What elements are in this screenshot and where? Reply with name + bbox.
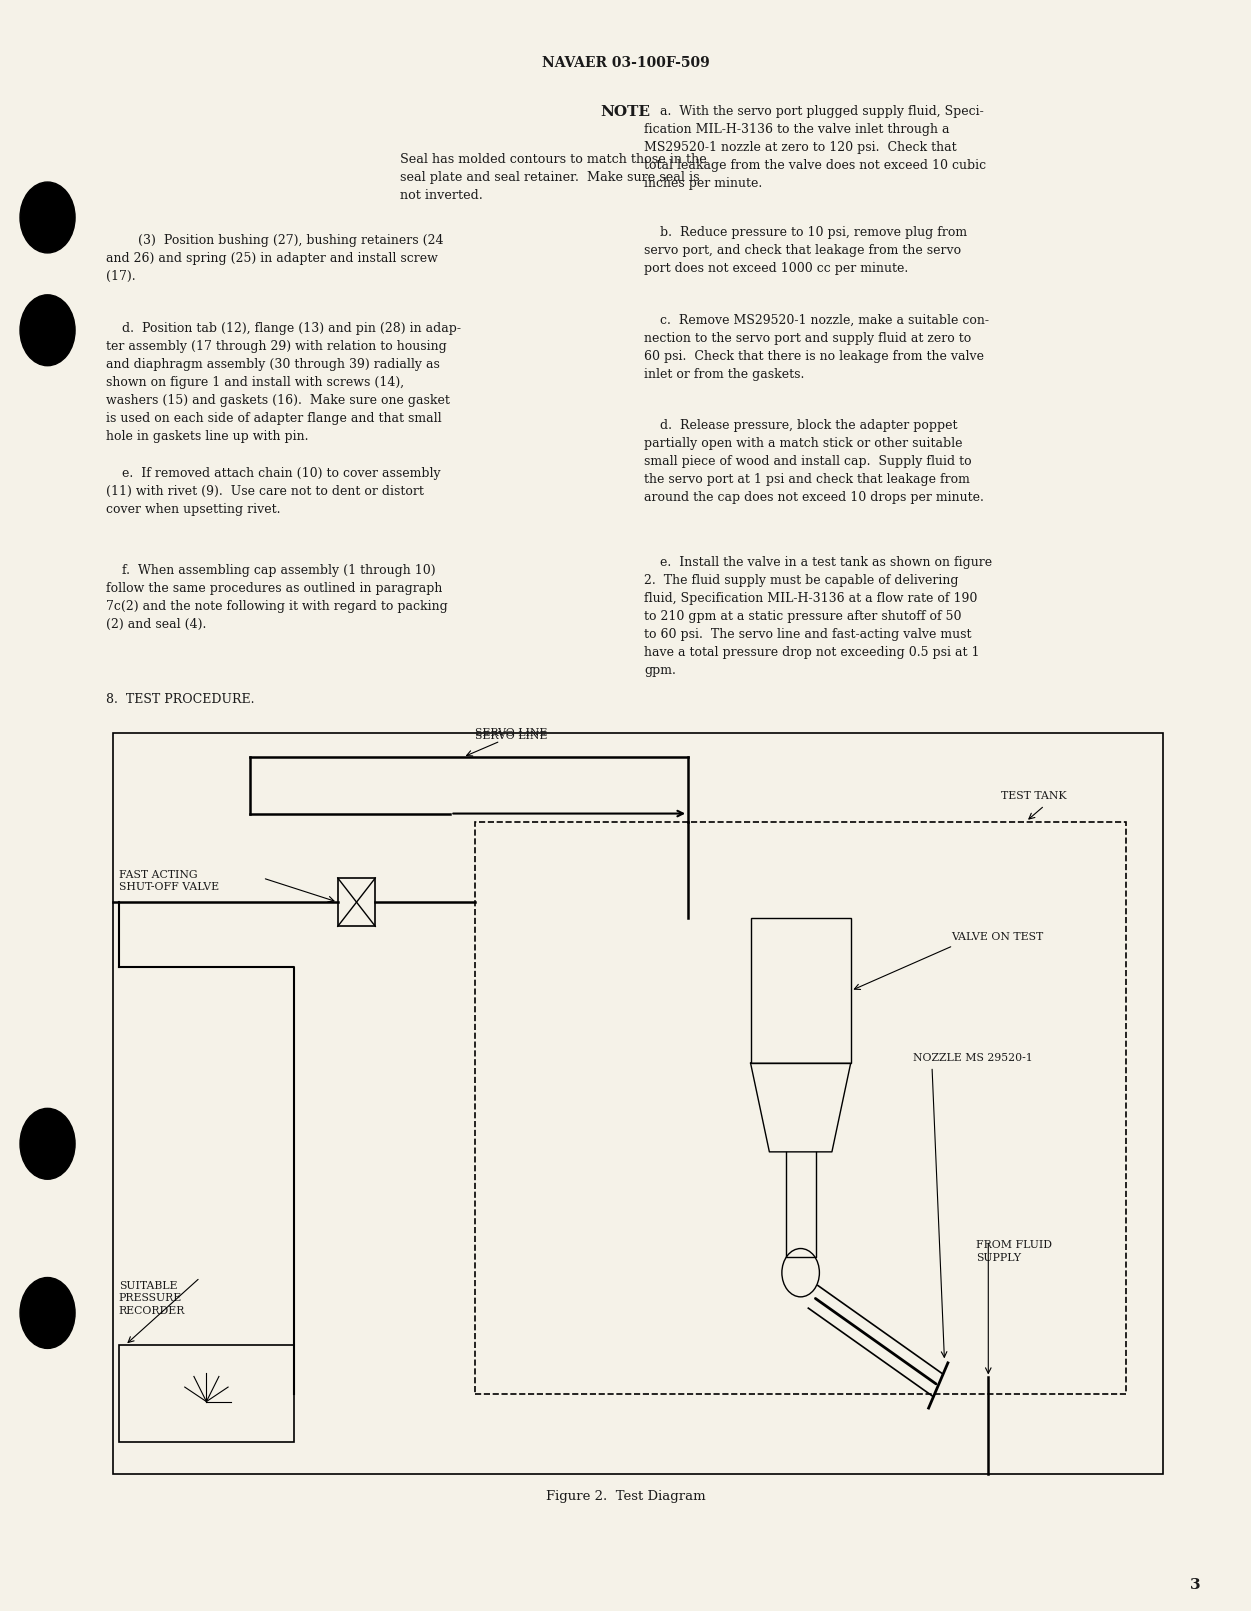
- Text: e.  Install the valve in a test tank as shown on figure
2.  The fluid supply mus: e. Install the valve in a test tank as s…: [644, 556, 992, 677]
- Text: e.  If removed attach chain (10) to cover assembly
(11) with rivet (9).  Use car: e. If removed attach chain (10) to cover…: [106, 467, 440, 516]
- Text: VALVE ON TEST: VALVE ON TEST: [951, 933, 1043, 942]
- Circle shape: [20, 295, 75, 366]
- Text: SERVO LINE: SERVO LINE: [475, 728, 548, 738]
- Circle shape: [20, 1278, 75, 1348]
- Text: c.  Remove MS29520-1 nozzle, make a suitable con-
nection to the servo port and : c. Remove MS29520-1 nozzle, make a suita…: [644, 314, 990, 382]
- Text: NOZZLE MS 29520-1: NOZZLE MS 29520-1: [913, 1054, 1033, 1063]
- Text: (3)  Position bushing (27), bushing retainers (24
and 26) and spring (25) in ada: (3) Position bushing (27), bushing retai…: [106, 234, 444, 282]
- Text: SUITABLE
PRESSURE
RECORDER: SUITABLE PRESSURE RECORDER: [119, 1281, 185, 1316]
- Text: FROM FLUID
SUPPLY: FROM FLUID SUPPLY: [976, 1240, 1052, 1263]
- Text: 3: 3: [1191, 1577, 1201, 1592]
- Text: a.  With the servo port plugged supply fluid, Speci-
fication MIL-H-3136 to the : a. With the servo port plugged supply fl…: [644, 105, 986, 190]
- Bar: [119, 1345, 294, 1442]
- Text: d.  Position tab (12), flange (13) and pin (28) in adap-
ter assembly (17 throug: d. Position tab (12), flange (13) and pi…: [106, 322, 462, 443]
- Text: SERVO LINE: SERVO LINE: [475, 731, 548, 741]
- Text: d.  Release pressure, block the adapter poppet
partially open with a match stick: d. Release pressure, block the adapter p…: [644, 419, 985, 504]
- Text: b.  Reduce pressure to 10 psi, remove plug from
servo port, and check that leaka: b. Reduce pressure to 10 psi, remove plu…: [644, 226, 967, 274]
- Circle shape: [20, 182, 75, 253]
- Bar: [751, 918, 851, 1063]
- Bar: [338, 878, 375, 926]
- Text: f.  When assembling cap assembly (1 through 10)
follow the same procedures as ou: f. When assembling cap assembly (1 throu…: [106, 564, 448, 632]
- Text: NAVAER 03-100F-509: NAVAER 03-100F-509: [542, 56, 709, 71]
- Text: FAST ACTING
SHUT-OFF VALVE: FAST ACTING SHUT-OFF VALVE: [119, 870, 219, 892]
- Circle shape: [20, 1108, 75, 1179]
- Text: NOTE: NOTE: [600, 105, 651, 119]
- Text: TEST TANK: TEST TANK: [1001, 791, 1066, 801]
- Text: Seal has molded contours to match those in the
seal plate and seal retainer.  Ma: Seal has molded contours to match those …: [400, 153, 707, 201]
- Text: Figure 2.  Test Diagram: Figure 2. Test Diagram: [545, 1490, 706, 1503]
- Text: 8.  TEST PROCEDURE.: 8. TEST PROCEDURE.: [106, 693, 255, 706]
